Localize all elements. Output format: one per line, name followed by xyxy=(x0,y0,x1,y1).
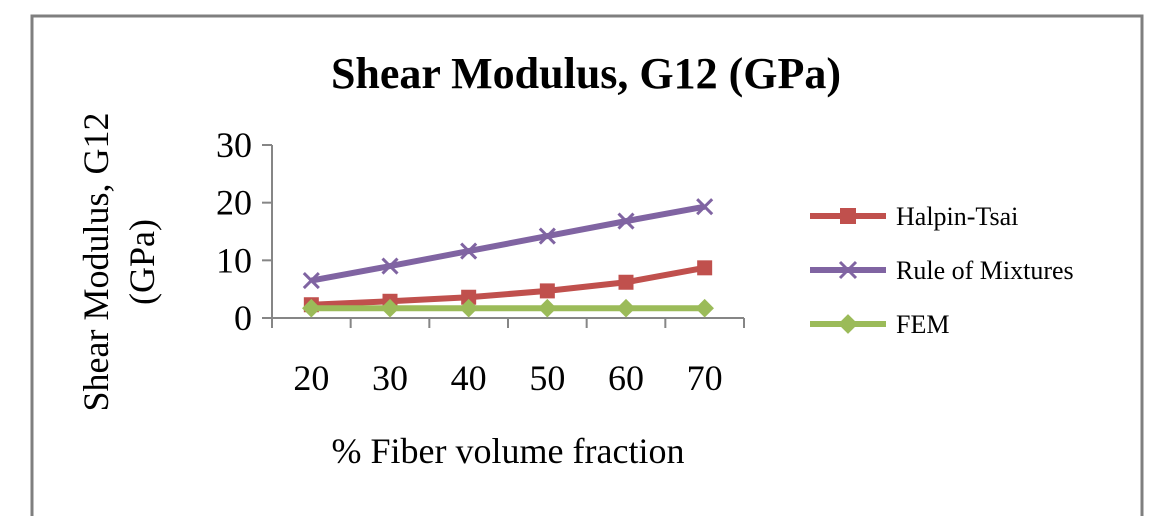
data-point xyxy=(617,212,635,230)
series-halpin-tsai xyxy=(303,260,713,313)
y-axis-label-line-1: Shear Modulus, G12 xyxy=(76,113,116,412)
chart-border xyxy=(30,14,1144,516)
data-point xyxy=(618,274,634,290)
y-tick-label: 10 xyxy=(216,240,252,280)
x-axis-label: % Fiber volume fraction xyxy=(332,431,685,471)
y-tick-label: 20 xyxy=(216,183,252,223)
y-tick-label: 0 xyxy=(234,298,252,338)
legend-item: FEM xyxy=(810,310,949,339)
legend-label: Halpin-Tsai xyxy=(896,202,1018,231)
legend-item: Halpin-Tsai xyxy=(810,202,1018,231)
y-axis-label: Shear Modulus, G12 (GPa) xyxy=(76,113,162,412)
x-tick-label: 20 xyxy=(293,358,329,398)
data-point xyxy=(459,298,478,318)
legend: Halpin-Tsai Rule of Mixtures FEM xyxy=(810,202,1074,339)
x-tick-label: 60 xyxy=(608,358,644,398)
data-point xyxy=(539,283,555,299)
legend-marker xyxy=(838,260,858,280)
axes: 0 10 20 30 20 30 40 50 60 70 xyxy=(216,125,745,398)
legend-marker xyxy=(840,208,856,224)
legend-label: FEM xyxy=(896,310,949,339)
legend-marker xyxy=(838,314,858,334)
x-tick-label: 40 xyxy=(451,358,487,398)
data-point xyxy=(302,298,321,318)
series-rule-of-mixtures xyxy=(302,198,714,290)
chart-title: Shear Modulus, G12 (GPa) xyxy=(331,49,841,98)
legend-item: Rule of Mixtures xyxy=(810,256,1074,285)
data-point xyxy=(696,198,714,216)
data-point xyxy=(381,257,399,275)
data-point xyxy=(697,260,713,276)
data-point xyxy=(695,298,714,318)
x-tick-label: 30 xyxy=(372,358,408,398)
x-tick-label: 50 xyxy=(529,358,565,398)
y-axis-label-line-2: (GPa) xyxy=(122,219,162,305)
series-line xyxy=(311,264,706,308)
x-tick-label: 70 xyxy=(687,358,723,398)
data-point xyxy=(460,242,478,260)
series-line xyxy=(310,203,706,284)
data-point xyxy=(616,298,636,318)
data-point xyxy=(538,298,557,318)
data-point xyxy=(461,289,477,305)
data-point xyxy=(380,298,400,318)
data-point xyxy=(302,271,320,290)
y-tick-label: 30 xyxy=(216,125,252,165)
series-fem xyxy=(302,298,714,318)
data-point xyxy=(538,227,556,245)
legend-label: Rule of Mixtures xyxy=(896,256,1074,285)
series-layer xyxy=(302,198,714,318)
